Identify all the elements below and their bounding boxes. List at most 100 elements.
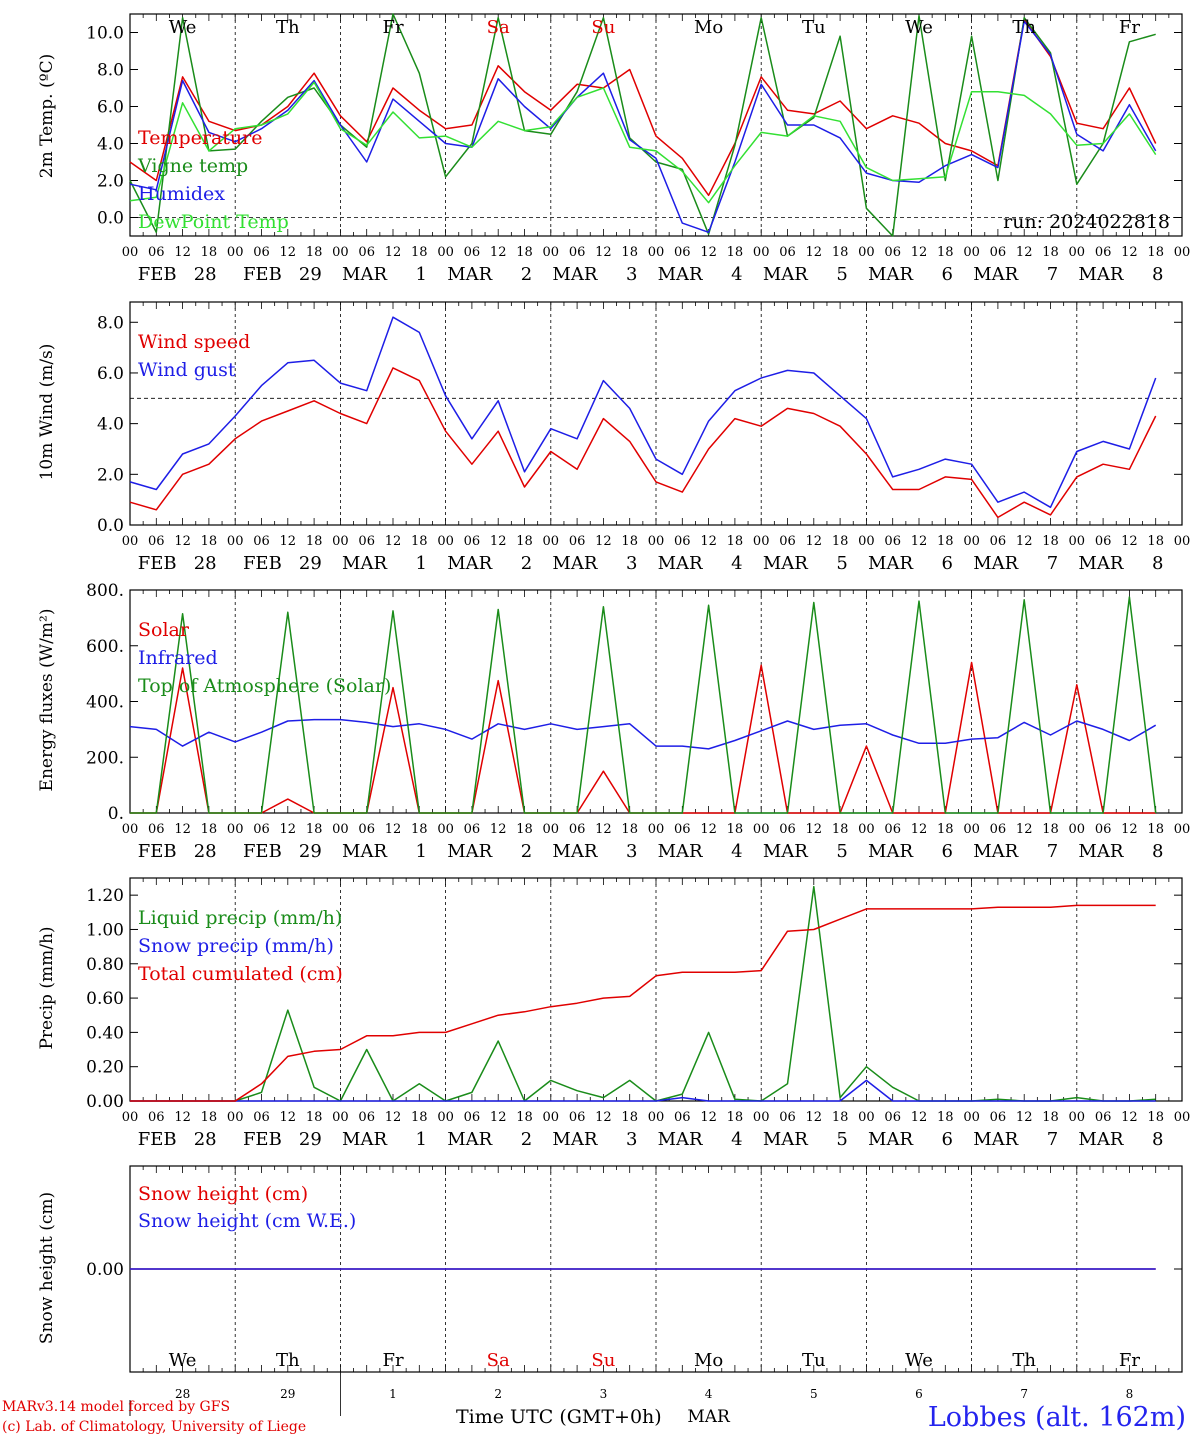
hour-tick-label: 06 — [990, 1110, 1007, 1125]
hour-tick-label: 00 — [963, 245, 980, 260]
hour-tick-label: 00 — [963, 822, 980, 837]
series-line-dewpoint-temp — [129, 81, 1157, 204]
y-tick-label: 0.20 — [86, 1058, 124, 1078]
date-label: MAR — [447, 553, 492, 574]
day-number-label: 3 — [600, 1387, 608, 1401]
y-tick-label: 4.0 — [97, 415, 124, 435]
series-line-vigne-temp — [129, 13, 1156, 237]
date-label: FEB — [138, 1129, 177, 1150]
hour-tick-label: 12 — [806, 534, 823, 549]
date-label: 2 — [521, 553, 532, 574]
date-label: 1 — [416, 553, 427, 574]
date-label: 28 — [194, 264, 217, 285]
hour-tick-label: 06 — [674, 1110, 691, 1125]
legend-entry: Snow precip (mm/h) — [138, 935, 334, 957]
date-label: 8 — [1152, 553, 1163, 574]
hour-tick-label: 06 — [569, 822, 586, 837]
model-credit: MARv3.14 model forced by GFS — [2, 1399, 231, 1415]
hour-tick-label: 12 — [280, 534, 297, 549]
y-tick-label: 2.0 — [97, 172, 124, 192]
hour-tick-label: 00 — [1174, 534, 1191, 549]
y-tick-label: 10.0 — [86, 24, 124, 44]
hour-tick-label: 00 — [648, 534, 665, 549]
hour-tick-label: 12 — [1121, 245, 1138, 260]
legend-entry: Wind gust — [138, 359, 236, 381]
y-axis-label: 2m Temp. (ºC) — [37, 54, 57, 179]
legend-entry: Humidex — [138, 183, 225, 205]
date-label: MAR — [447, 264, 492, 285]
hour-tick-label: 06 — [358, 245, 375, 260]
hour-tick-label: 18 — [516, 1110, 533, 1125]
hour-tick-label: 12 — [595, 534, 612, 549]
hour-tick-label: 18 — [1147, 534, 1164, 549]
date-label: MAR — [342, 841, 387, 862]
hour-tick-label: 06 — [569, 534, 586, 549]
hour-tick-label: 18 — [516, 245, 533, 260]
hour-tick-label: 06 — [884, 245, 901, 260]
hour-tick-label: 00 — [437, 1110, 454, 1125]
hour-tick-label: 00 — [543, 245, 560, 260]
hour-tick-label: 12 — [385, 534, 402, 549]
legend-entry: Temperature — [138, 127, 262, 149]
hour-tick-label: 06 — [884, 1110, 901, 1125]
date-label: 29 — [299, 553, 322, 574]
date-label: 8 — [1152, 841, 1163, 862]
hour-tick-label: 18 — [727, 245, 744, 260]
hour-tick-label: 18 — [1042, 1110, 1059, 1125]
hour-tick-label: 12 — [174, 822, 191, 837]
date-label: 3 — [626, 264, 637, 285]
date-label: 4 — [731, 1129, 742, 1150]
day-number-label: 8 — [1126, 1387, 1134, 1401]
date-label: MAR — [763, 264, 808, 285]
y-axis-label: Snow height (cm) — [37, 1192, 57, 1344]
hour-tick-label: 12 — [280, 245, 297, 260]
y-tick-label: 0.00 — [86, 1260, 124, 1280]
hour-tick-label: 06 — [148, 534, 165, 549]
date-label: 5 — [836, 553, 847, 574]
day-number-label: 28 — [175, 1387, 190, 1401]
hour-tick-label: 12 — [911, 1110, 928, 1125]
series-line-humidex — [129, 20, 1157, 234]
day-number-label: 29 — [280, 1387, 295, 1401]
hour-tick-label: 12 — [700, 245, 717, 260]
hour-tick-label: 18 — [1147, 1110, 1164, 1125]
hour-tick-label: 00 — [858, 245, 875, 260]
date-label: MAR — [1078, 553, 1123, 574]
hour-tick-label: 18 — [937, 822, 954, 837]
series-line-infrared — [129, 718, 1157, 750]
date-label: 7 — [1047, 1129, 1058, 1150]
hour-tick-label: 00 — [437, 534, 454, 549]
hour-tick-label: 18 — [727, 534, 744, 549]
series-line-liquid-precip-mm-h- — [130, 885, 1156, 1102]
hour-tick-label: 00 — [332, 245, 349, 260]
date-label: MAR — [868, 841, 913, 862]
series-line-total-cumulated-cm- — [130, 904, 1156, 1102]
date-label: MAR — [973, 1129, 1018, 1150]
hour-tick-label: 12 — [174, 1110, 191, 1125]
date-label: 28 — [194, 841, 217, 862]
y-tick-label: 200. — [86, 748, 124, 768]
hour-tick-label: 06 — [358, 822, 375, 837]
legend-entry: DewPoint Temp — [138, 211, 289, 233]
hour-tick-label: 18 — [411, 245, 428, 260]
weekday-label: Mo — [694, 1350, 723, 1371]
date-label: 6 — [942, 841, 953, 862]
date-label: 2 — [521, 264, 532, 285]
hour-tick-label: 18 — [306, 822, 323, 837]
y-tick-label: 1.00 — [86, 920, 124, 940]
hour-tick-label: 12 — [700, 534, 717, 549]
hour-tick-label: 00 — [543, 822, 560, 837]
hour-tick-label: 12 — [174, 534, 191, 549]
y-tick-label: 400. — [86, 693, 124, 713]
weekday-label: Th — [276, 17, 300, 38]
weekday-label: Th — [1012, 17, 1036, 38]
hour-tick-label: 18 — [937, 534, 954, 549]
hour-tick-label: 06 — [779, 534, 796, 549]
hour-tick-label: 18 — [1042, 534, 1059, 549]
hour-tick-label: 06 — [884, 534, 901, 549]
hour-tick-label: 06 — [358, 1110, 375, 1125]
hour-tick-label: 18 — [516, 822, 533, 837]
date-label: 3 — [626, 1129, 637, 1150]
weekday-label: We — [169, 1350, 197, 1371]
hour-tick-label: 18 — [411, 1110, 428, 1125]
